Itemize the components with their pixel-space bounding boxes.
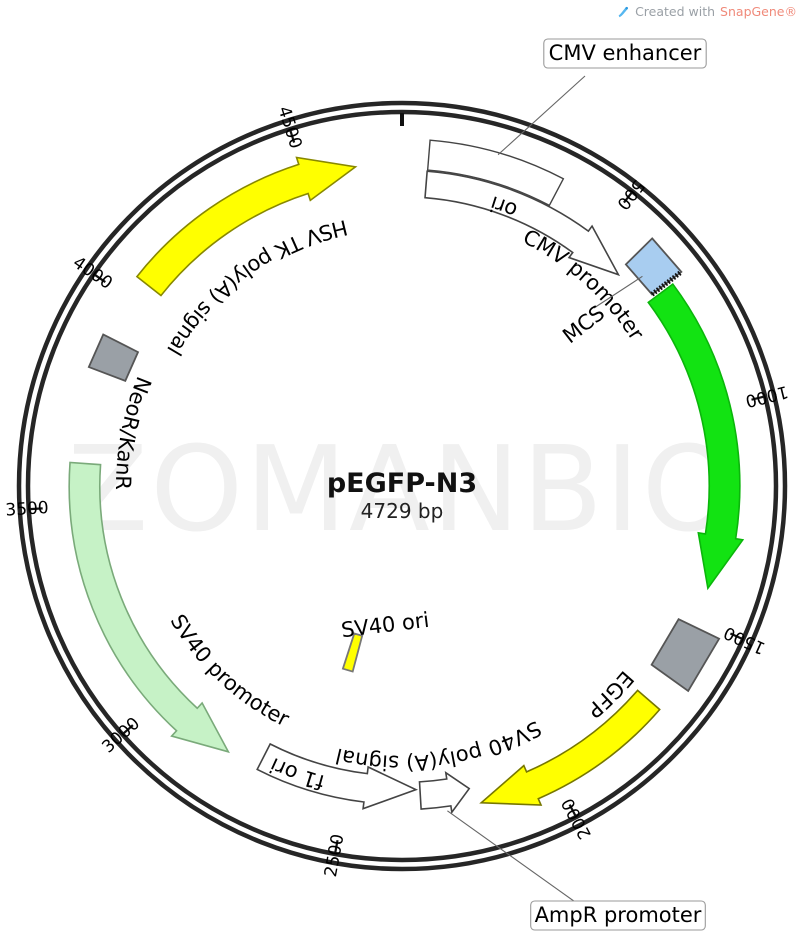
mcs-hatch-mark xyxy=(653,289,658,295)
snapgene-brand-text: SnapGene xyxy=(720,4,785,19)
mcs-hatch-mark xyxy=(669,277,674,283)
mcs-hatch-mark xyxy=(674,272,679,278)
feature-shapes xyxy=(68,139,745,815)
callout-label-box[interactable] xyxy=(530,900,706,931)
feature-cmv-enhancer[interactable] xyxy=(426,139,565,207)
mcs-hatch-mark xyxy=(661,283,666,289)
snapgene-attribution: Created with SnapGene® xyxy=(616,4,797,19)
ruler-tick: 4500 xyxy=(273,104,305,151)
snapgene-registered-mark: ® xyxy=(784,4,798,19)
mcs-leader-line xyxy=(593,275,643,309)
callout-leader-line xyxy=(497,75,586,156)
backbone-outer-circle xyxy=(16,100,788,872)
feature-f1-ori[interactable] xyxy=(479,689,661,806)
ruler-tick-label: 3500 xyxy=(5,498,49,521)
ruler-tick: 3500 xyxy=(5,498,49,521)
ruler-tick-label: 1000 xyxy=(743,381,790,411)
mcs-hatch-mark xyxy=(655,287,661,293)
feature-arrow[interactable] xyxy=(68,461,230,754)
snapgene-brand: SnapGene® xyxy=(720,4,797,19)
plasmid-backbone xyxy=(16,100,788,872)
mcs-hatch-mark xyxy=(677,270,682,276)
ruler-tick-label: 2500 xyxy=(321,832,348,878)
page-title: pEGFP-N3 xyxy=(327,468,477,499)
watermark-text: ZOMANBIO xyxy=(67,420,736,558)
feature-sv40-ori[interactable] xyxy=(341,632,364,673)
feature-arrow[interactable] xyxy=(424,170,621,277)
plasmid-center-labels: pEGFP-N3 4729 bp xyxy=(327,468,477,523)
feature-arrow[interactable] xyxy=(418,770,471,815)
feature-sv40-promoter[interactable] xyxy=(256,742,419,810)
callout-label-text: CMV enhancer xyxy=(549,41,702,65)
snapgene-attribution-text: Created with xyxy=(635,4,716,19)
feature-arrow[interactable] xyxy=(256,742,419,810)
mcs-hatch-mark xyxy=(666,279,671,285)
mcs-hatch-mark xyxy=(650,291,655,297)
ruler-tick-label: 4500 xyxy=(273,104,305,151)
feature-arrow[interactable] xyxy=(647,282,745,591)
feature-neor-kanr[interactable] xyxy=(68,461,230,754)
feature-label: SV40 poly(A) signal xyxy=(333,716,545,775)
mcs-hatch-mark xyxy=(671,274,677,280)
mcs-hatch-mark xyxy=(658,285,663,291)
ruler-tick: 2500 xyxy=(321,832,348,878)
feature-box[interactable] xyxy=(341,632,364,673)
feature-sv40-poly-a-signal[interactable] xyxy=(650,618,721,693)
callout-label-text: AmpR promoter xyxy=(535,903,702,927)
feature-ampr-promoter[interactable] xyxy=(418,770,471,815)
feature-hsv-tk-poly-a-signal[interactable] xyxy=(87,333,140,383)
feature-mcs[interactable] xyxy=(624,237,683,297)
feature-cmv-promoter[interactable] xyxy=(424,170,621,277)
feature-box[interactable] xyxy=(650,618,721,693)
feature-arrow[interactable] xyxy=(135,156,358,297)
feature-egfp[interactable] xyxy=(647,282,745,591)
backbone-inner-circle xyxy=(25,109,779,863)
mcs-hatch-mark xyxy=(663,281,669,287)
callout-label-box[interactable] xyxy=(543,38,707,69)
callout-leader-line xyxy=(447,810,579,905)
ruler-tick: 1000 xyxy=(743,381,790,411)
snapgene-logo-icon xyxy=(616,5,630,19)
plasmid-size: 4729 bp xyxy=(361,499,444,523)
feature-box[interactable] xyxy=(87,333,140,383)
feature-ori[interactable] xyxy=(135,156,358,297)
feature-label: SV40 ori xyxy=(340,608,431,643)
feature-segment[interactable] xyxy=(426,139,565,207)
feature-arrow[interactable] xyxy=(479,689,661,806)
